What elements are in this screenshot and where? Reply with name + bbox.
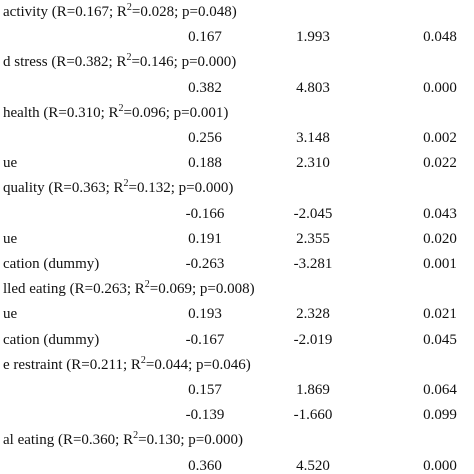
table-row: -0.139 -1.660 0.099 (0, 403, 474, 428)
table-cell: 0.157 (188, 382, 222, 398)
section-heading: e restraint (R=0.211; R2=0.044; p=0.046) (3, 353, 251, 378)
table-row: ue 0.193 2.328 0.021 (0, 302, 474, 327)
table-cell: 0.193 (188, 306, 222, 323)
table-cell: 0.099 (423, 407, 457, 424)
superscript: 2 (126, 52, 132, 64)
table-cell: 4.520 (296, 457, 330, 474)
row-label: cation (dummy) (3, 256, 100, 272)
table-cell: 3.148 (296, 130, 330, 146)
table-cell: 1.993 (296, 29, 330, 46)
heading-text: lled eating (R=0.263; R (3, 281, 145, 298)
table-cell: -0.167 (185, 331, 225, 348)
table-cell: 0.000 (423, 457, 457, 474)
row-label: ue (3, 230, 18, 247)
table-cell: 0.191 (188, 230, 222, 247)
heading-text: al eating (R=0.360; R (3, 432, 134, 449)
section-heading: al eating (R=0.360; R2=0.130; p=0.000) (3, 428, 243, 453)
section-heading: health (R=0.310; R2=0.096; p=0.001) (3, 101, 228, 126)
table-cell: -1.660 (293, 407, 333, 424)
table-row: ue 0.191 2.355 0.020 (0, 227, 474, 252)
table-cell: -3.281 (293, 256, 333, 272)
superscript: 2 (144, 279, 150, 291)
section-heading: d stress (R=0.382; R2=0.146; p=0.000) (3, 50, 236, 75)
superscript: 2 (123, 178, 129, 190)
table-row: health (R=0.310; R2=0.096; p=0.001) (0, 101, 474, 126)
section-heading: lled eating (R=0.263; R2=0.069; p=0.008) (3, 277, 255, 302)
table-cell: 0.256 (188, 130, 222, 146)
table-cell: 0.360 (188, 457, 222, 474)
heading-text: =0.096; p=0.001) (123, 104, 229, 121)
heading-text: =0.146; p=0.000) (131, 54, 237, 71)
table-row: -0.166 -2.045 0.043 (0, 202, 474, 227)
superscript: 2 (118, 102, 124, 114)
table-cell: 2.355 (296, 230, 330, 247)
table-cell: 0.020 (423, 230, 457, 247)
table-cell: 2.310 (296, 155, 330, 172)
table-cell: 0.045 (423, 331, 457, 348)
superscript: 2 (126, 2, 132, 13)
table-row: cation (dummy) -0.167 -2.019 0.045 (0, 328, 474, 353)
table-cell: 0.167 (188, 29, 222, 46)
superscript: 2 (140, 354, 146, 366)
table-row: ue 0.188 2.310 0.022 (0, 151, 474, 176)
table-row: 0.157 1.869 0.064 (0, 378, 474, 403)
table-cell: 2.328 (296, 306, 330, 323)
heading-text: activity (R=0.167; R (3, 4, 127, 20)
heading-text: =0.130; p=0.000) (138, 432, 243, 449)
heading-text: health (R=0.310; R (3, 104, 119, 121)
table-cell: 0.002 (423, 130, 457, 146)
heading-text: =0.069; p=0.008) (149, 281, 255, 298)
row-label: cation (dummy) (3, 331, 100, 348)
row-label: ue (3, 155, 18, 172)
table-row: quality (R=0.363; R2=0.132; p=0.000) (0, 176, 474, 201)
heading-text: =0.044; p=0.046) (145, 356, 251, 373)
table-cell: -0.263 (185, 256, 225, 272)
table-cell: 1.869 (296, 382, 330, 398)
table-cell: 0.000 (423, 79, 457, 96)
table-row: al eating (R=0.360; R2=0.130; p=0.000) (0, 428, 474, 453)
table-row: 0.256 3.148 0.002 (0, 126, 474, 151)
table-row: 0.167 1.993 0.048 (0, 25, 474, 50)
heading-text: =0.028; p=0.048) (131, 4, 237, 20)
heading-text: e restraint (R=0.211; R (3, 356, 141, 373)
table-row: activity (R=0.167; R2=0.028; p=0.048) (0, 0, 474, 25)
table-cell: 0.048 (423, 29, 457, 46)
heading-text: quality (R=0.363; R (3, 180, 124, 197)
table-row: 0.360 4.520 0.000 (0, 454, 474, 474)
table-row: lled eating (R=0.263; R2=0.069; p=0.008) (0, 277, 474, 302)
section-heading: quality (R=0.363; R2=0.132; p=0.000) (3, 176, 233, 201)
table-cell: 0.188 (188, 155, 222, 172)
table-cell: -0.166 (185, 205, 225, 222)
table-row: 0.382 4.803 0.000 (0, 76, 474, 101)
superscript: 2 (133, 430, 139, 442)
table-cell: -0.139 (185, 407, 225, 424)
table-cell: 0.382 (188, 79, 222, 96)
table-cell: 0.001 (423, 256, 457, 272)
table-cell: 0.064 (423, 382, 457, 398)
heading-text: =0.132; p=0.000) (128, 180, 234, 197)
section-heading: activity (R=0.167; R2=0.028; p=0.048) (3, 0, 237, 25)
table-cell: 0.021 (423, 306, 457, 323)
table-cell: 0.043 (423, 205, 457, 222)
table-cell: -2.045 (293, 205, 333, 222)
table-row: e restraint (R=0.211; R2=0.044; p=0.046) (0, 353, 474, 378)
heading-text: d stress (R=0.382; R (3, 54, 127, 71)
table-cell: 4.803 (296, 79, 330, 96)
table-cell: 0.022 (423, 155, 457, 172)
table-row: d stress (R=0.382; R2=0.146; p=0.000) (0, 50, 474, 75)
table-cell: -2.019 (293, 331, 333, 348)
row-label: ue (3, 306, 18, 323)
table-row: cation (dummy) -0.263 -3.281 0.001 (0, 252, 474, 277)
